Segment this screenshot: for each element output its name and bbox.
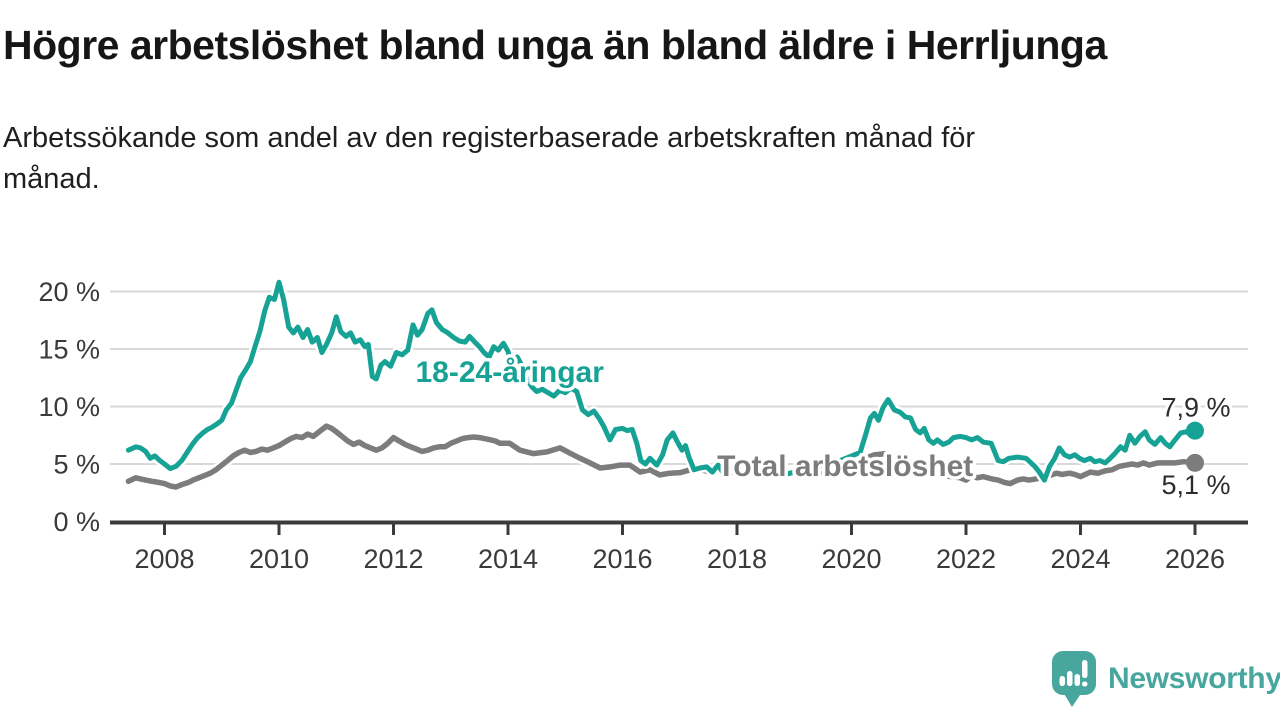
end-dot-total bbox=[1186, 453, 1204, 472]
x-tick-label: 2010 bbox=[249, 544, 309, 574]
x-tick-label: 2008 bbox=[134, 544, 194, 574]
x-tick-label: 2026 bbox=[1165, 544, 1225, 574]
y-tick-label: 20 % bbox=[38, 277, 100, 307]
chart-subtitle-line1: Arbetssökande som andel av den registerb… bbox=[3, 122, 976, 154]
y-tick-label: 0 % bbox=[53, 507, 100, 537]
y-tick-label: 10 % bbox=[38, 392, 100, 422]
newsworthy-logo-icon bbox=[1052, 651, 1096, 707]
x-tick-label: 2022 bbox=[936, 544, 996, 574]
logo-bubble bbox=[1052, 651, 1096, 695]
brand-wordmark: Newsworthy bbox=[1108, 661, 1280, 695]
x-tick-label: 2016 bbox=[592, 544, 652, 574]
y-tick-label: 5 % bbox=[53, 450, 100, 480]
chart-subtitle: Arbetssökande som andel av den registerb… bbox=[3, 118, 1223, 200]
logo-bubble-tail bbox=[1063, 692, 1082, 707]
x-tick-label: 2012 bbox=[363, 544, 423, 574]
x-tick-label: 2024 bbox=[1050, 544, 1110, 574]
series-line-total bbox=[125, 423, 1198, 490]
end-value-label-total: 5,1 % bbox=[1161, 470, 1230, 500]
y-tick-label: 15 % bbox=[38, 335, 100, 365]
end-dot-youth bbox=[1186, 421, 1204, 440]
page-title: Högre arbetslöshet bland unga än bland ä… bbox=[3, 22, 1107, 68]
chart-subtitle-line2: månad. bbox=[3, 163, 100, 195]
series-line-youth bbox=[125, 279, 1198, 483]
series-annotation-1: Total arbetslöshet bbox=[717, 450, 973, 483]
x-tick-label: 2018 bbox=[707, 544, 767, 574]
logo-barchart-glyph bbox=[1059, 660, 1088, 687]
series-annotation-0: 18-24-åringar bbox=[415, 356, 604, 389]
x-tick-label: 2020 bbox=[821, 544, 881, 574]
end-value-label-youth: 7,9 % bbox=[1161, 393, 1230, 423]
brand-footer: Newsworthy bbox=[1051, 650, 1280, 707]
x-tick-label: 2014 bbox=[478, 544, 538, 574]
